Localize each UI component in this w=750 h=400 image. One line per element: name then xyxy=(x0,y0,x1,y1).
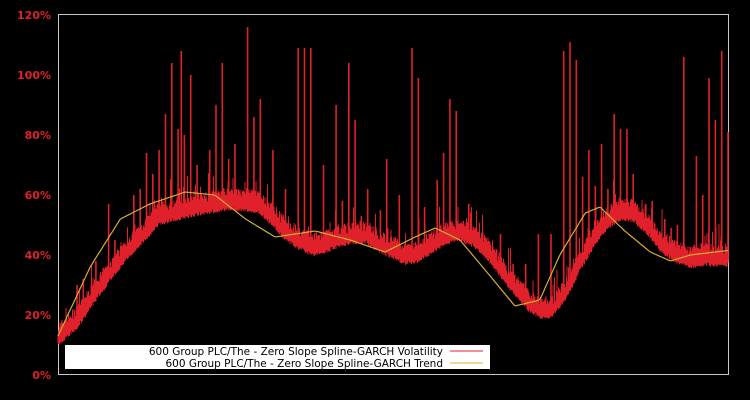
legend-label-volatility: 600 Group PLC/The - Zero Slope Spline-GA… xyxy=(149,346,443,358)
volatility-band xyxy=(57,172,729,345)
y-tick-label: 60% xyxy=(25,189,51,202)
y-tick-label: 120% xyxy=(17,9,51,22)
volatility-spikes xyxy=(76,27,729,322)
legend: 600 Group PLC/The - Zero Slope Spline-GA… xyxy=(65,345,490,370)
legend-label-trend: 600 Group PLC/The - Zero Slope Spline-GA… xyxy=(165,358,443,370)
y-tick-label: 100% xyxy=(17,69,51,82)
y-axis: 0% 20% 40% 60% 80% 100% 120% xyxy=(17,9,51,382)
volatility-series xyxy=(57,27,729,345)
y-tick-label: 80% xyxy=(25,129,51,142)
y-tick-label: 0% xyxy=(32,369,51,382)
trend-series xyxy=(57,191,729,337)
legend-box xyxy=(65,345,490,369)
y-tick-label: 20% xyxy=(25,309,51,322)
y-tick-label: 40% xyxy=(25,249,51,262)
